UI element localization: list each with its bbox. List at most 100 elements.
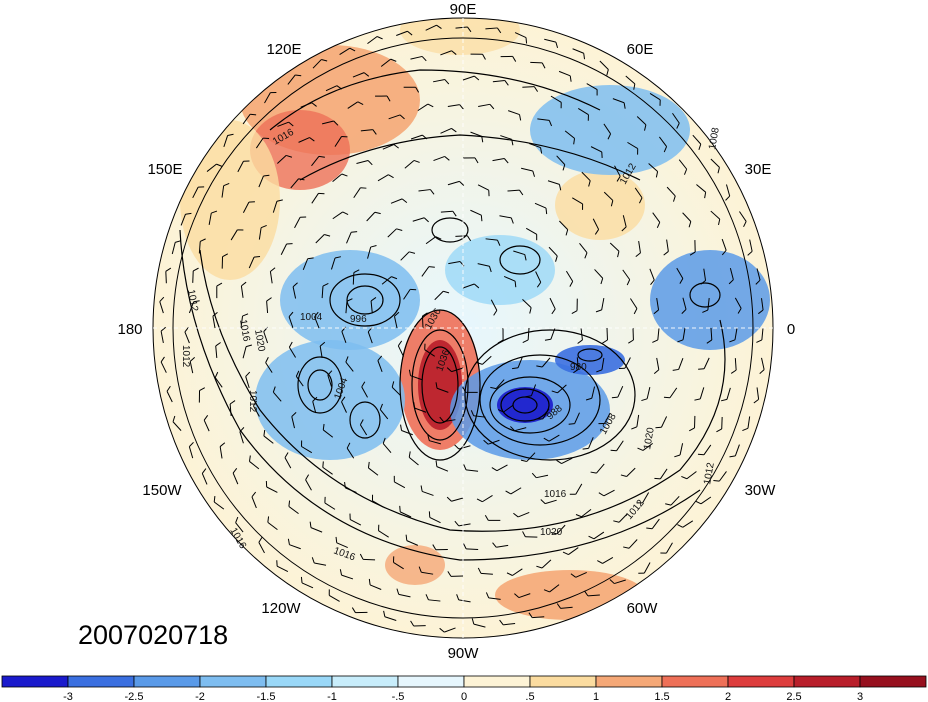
wind-barb-flag — [577, 339, 583, 344]
wind-barb-flag — [396, 228, 403, 231]
wind-barb-flag — [222, 253, 229, 258]
wind-barb — [473, 623, 486, 628]
wind-barb-flag — [376, 36, 383, 40]
colorbar-tick-label: -2 — [195, 691, 205, 702]
wind-barb — [581, 171, 591, 182]
wind-barb — [394, 481, 406, 489]
wind-barb — [332, 173, 343, 183]
wind-barb-flag — [688, 221, 692, 228]
wind-barb — [638, 240, 641, 253]
lon-label-60w: 60W — [627, 600, 659, 617]
wind-barb — [482, 355, 492, 365]
longitude-labels: 90E 60E 30E 0 30W 60W 90W 120W 150W 180 … — [117, 1, 795, 660]
wind-barb — [541, 559, 552, 569]
wind-barb — [240, 316, 244, 329]
colorbar-tick-label: -1 — [327, 691, 337, 702]
wind-barb-flag — [260, 224, 267, 229]
colorbar-cell — [133, 675, 201, 688]
wind-barb-flag — [519, 114, 522, 121]
wind-barb — [272, 201, 278, 213]
wind-barb — [248, 256, 255, 269]
wind-barb — [367, 331, 373, 344]
wind-barb — [165, 271, 167, 284]
warm-anomaly-pacific — [180, 120, 280, 280]
wind-barb-flag — [427, 103, 434, 108]
wind-barb-flag — [590, 471, 597, 474]
wind-barb — [495, 379, 505, 389]
wind-barb-flag — [248, 455, 251, 462]
wind-barb — [670, 495, 680, 506]
wind-barb-flag — [245, 371, 251, 377]
wind-barb — [292, 286, 297, 299]
wind-barb-flag — [413, 402, 416, 409]
wind-barb-flag — [743, 221, 747, 228]
wind-barb-flag — [319, 341, 326, 347]
wind-barb — [579, 243, 588, 254]
wind-barb-flag — [497, 409, 504, 413]
wind-barb-flag — [583, 53, 586, 60]
wind-barb — [311, 156, 320, 167]
wind-barb-flag — [491, 467, 498, 472]
wind-barb-flag — [341, 173, 348, 177]
wind-barb — [433, 79, 445, 83]
wind-barb-flag — [621, 226, 627, 232]
wind-barb-flag — [321, 59, 328, 62]
colorbar-tick-label: -.5 — [392, 691, 405, 702]
wind-barb — [192, 186, 199, 199]
wind-barb-flag — [192, 267, 199, 272]
wind-barb — [406, 540, 419, 546]
wind-barb — [646, 387, 651, 399]
wind-barb-flag — [425, 594, 429, 601]
wind-barb-flag — [219, 442, 226, 447]
wind-barb — [466, 548, 479, 550]
wind-barb — [263, 435, 274, 444]
wind-barb-flag — [258, 536, 263, 543]
wind-barb-flag — [311, 102, 317, 107]
wind-barb-flag — [165, 267, 172, 272]
wind-barb — [503, 404, 514, 413]
wind-barb-flag — [430, 189, 435, 195]
wind-barb — [517, 511, 530, 518]
wind-barb — [315, 234, 325, 244]
wind-barb-flag — [717, 167, 720, 174]
wind-barb — [267, 521, 278, 530]
wind-barb-flag — [312, 396, 318, 402]
wind-barb — [707, 298, 710, 311]
wind-barb — [734, 358, 737, 371]
wind-barb — [761, 327, 764, 340]
wind-barb-flag — [327, 370, 333, 376]
wind-barb — [237, 161, 244, 173]
contour-label: 1012 — [247, 390, 258, 413]
wind-barb-flag — [232, 467, 238, 474]
wind-barb — [643, 562, 651, 574]
contour-label: 1012 — [702, 461, 717, 485]
colorbar-cell — [397, 675, 465, 688]
wind-barb — [726, 387, 731, 400]
wind-barb — [642, 442, 653, 451]
wind-barb-flag — [536, 365, 543, 368]
wind-barb — [603, 489, 615, 497]
wind-barb-flag — [628, 339, 634, 344]
wind-barb-flag — [435, 382, 438, 389]
wind-barb-flag — [729, 339, 736, 343]
wind-barb-flag — [446, 367, 452, 373]
wind-barb — [180, 214, 186, 226]
wind-barb-flag — [300, 576, 303, 583]
wind-barb — [507, 189, 520, 192]
wind-barb — [322, 429, 334, 438]
wind-barb — [288, 346, 297, 358]
wind-barb — [496, 464, 508, 472]
wind-barb — [656, 357, 660, 370]
wind-barb-flag — [570, 573, 577, 578]
wind-barb — [618, 513, 628, 523]
wind-barb-flag — [716, 428, 722, 433]
lon-label-90w: 90W — [448, 645, 480, 660]
wind-barb-flag — [216, 282, 223, 287]
wind-barb — [672, 112, 680, 124]
wind-barb — [347, 101, 359, 109]
lon-label-120e: 120E — [266, 41, 301, 58]
wind-barb-flag — [747, 250, 753, 256]
wind-barb — [440, 127, 452, 134]
wind-barb — [359, 424, 368, 436]
